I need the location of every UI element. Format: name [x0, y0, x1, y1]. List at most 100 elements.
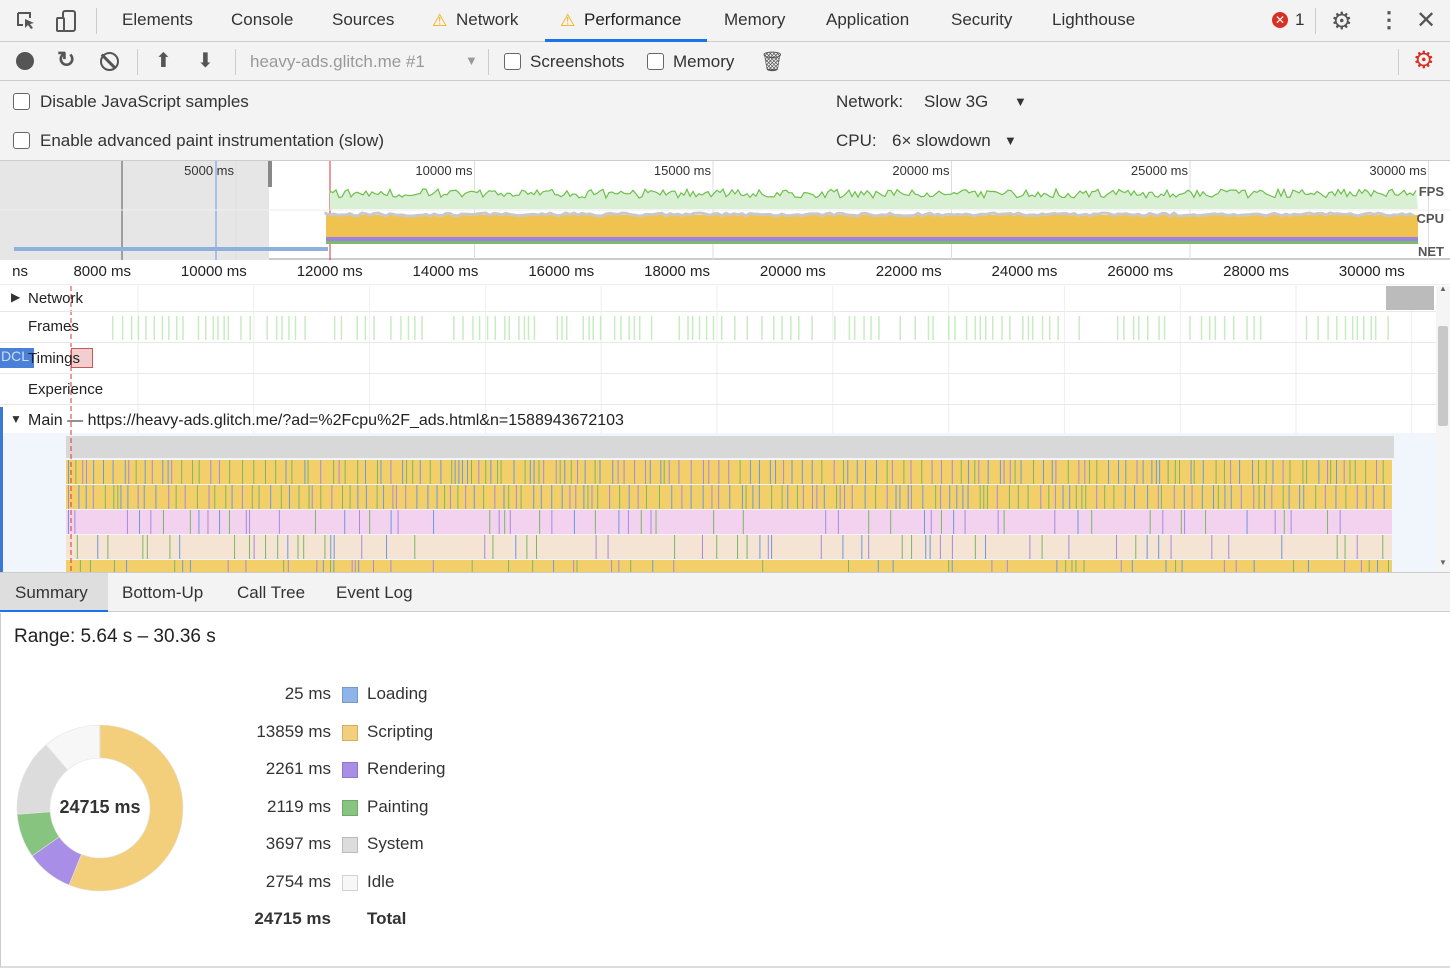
- flame-event: [1289, 485, 1290, 509]
- flame-event: [718, 460, 719, 484]
- capture-settings-pane: Disable JavaScript samples Enable advanc…: [0, 81, 1450, 161]
- flame-event: [759, 460, 760, 484]
- flame-event: [1085, 485, 1086, 509]
- flame-event: [152, 460, 153, 484]
- flame-event: [893, 560, 894, 572]
- flame-event: [899, 485, 900, 509]
- screenshots-label: Screenshots: [530, 52, 625, 72]
- tab-event-log[interactable]: Event Log: [336, 583, 413, 603]
- device-toolbar-icon[interactable]: [55, 9, 77, 33]
- flame-event: [1091, 510, 1092, 534]
- experience-track[interactable]: Experience: [0, 374, 1436, 405]
- flame-event: [462, 460, 463, 484]
- flame-event: [1355, 460, 1356, 484]
- tab-performance[interactable]: Performance: [584, 10, 681, 30]
- inspect-element-icon[interactable]: [16, 11, 36, 31]
- vertical-scrollbar[interactable]: ▲ ▼: [1436, 286, 1450, 572]
- flame-event: [1271, 485, 1272, 509]
- flame-event: [1252, 460, 1253, 484]
- flame-event: [345, 460, 346, 484]
- frames-track[interactable]: Frames: [0, 312, 1436, 343]
- legend-swatch: [342, 800, 358, 816]
- flame-event: [1089, 460, 1090, 484]
- flame-event: [759, 485, 760, 509]
- flame-event: [952, 460, 953, 484]
- tab-security[interactable]: Security: [951, 10, 1012, 30]
- overview-tick: 25000 ms: [1120, 163, 1188, 178]
- flame-event: [887, 485, 888, 509]
- flame-event: [1043, 460, 1044, 484]
- collapse-triangle-icon[interactable]: ▼: [10, 412, 22, 426]
- scrollbar-thumb[interactable]: [1438, 326, 1448, 426]
- paint-instrumentation-checkbox[interactable]: [13, 132, 30, 149]
- disable-js-samples-checkbox[interactable]: [13, 93, 30, 110]
- flame-event: [1184, 510, 1185, 534]
- reload-record-icon[interactable]: ↻: [57, 47, 75, 73]
- expand-triangle-icon[interactable]: ▶: [11, 290, 20, 304]
- flame-event: [1179, 460, 1180, 484]
- flame-row: [66, 560, 1392, 572]
- trash-icon[interactable]: 🗑: [760, 50, 784, 74]
- flame-event: [1076, 485, 1077, 509]
- flame-event: [287, 535, 288, 559]
- overview-tick: 5000 ms: [166, 163, 234, 178]
- screenshots-checkbox[interactable]: [504, 53, 521, 70]
- tab-sources[interactable]: Sources: [332, 10, 394, 30]
- flame-event: [390, 460, 391, 484]
- tab-memory[interactable]: Memory: [724, 10, 785, 30]
- cpu-throttle-select[interactable]: 6× slowdown: [892, 131, 991, 151]
- network-throttle-select[interactable]: Slow 3G: [924, 92, 988, 112]
- main-track-header[interactable]: ▼ Main — https://heavy-ads.glitch.me/?ad…: [0, 405, 1436, 433]
- profile-select[interactable]: heavy-ads.glitch.me #1: [250, 52, 425, 72]
- flame-event: [323, 560, 324, 572]
- flame-event: [1065, 560, 1066, 572]
- chevron-down-icon[interactable]: ▼: [1004, 133, 1017, 148]
- tab-bottom-up[interactable]: Bottom-Up: [122, 583, 203, 603]
- capture-settings-gear-icon[interactable]: ⚙: [1413, 46, 1435, 75]
- save-profile-icon[interactable]: ⬇: [197, 48, 214, 73]
- memory-checkbox[interactable]: [647, 53, 664, 70]
- more-options-icon[interactable]: ⋮: [1378, 7, 1400, 33]
- flame-event: [497, 460, 498, 484]
- flame-event: [533, 485, 534, 509]
- flame-event: [1236, 560, 1237, 572]
- flame-event: [931, 510, 932, 534]
- chevron-down-icon[interactable]: ▼: [465, 53, 478, 68]
- flame-event: [339, 460, 340, 484]
- clear-icon[interactable]: [100, 52, 119, 71]
- timings-track[interactable]: DCL Timings: [0, 343, 1436, 374]
- flame-event: [1042, 535, 1043, 559]
- flame-event: [847, 460, 848, 484]
- close-icon[interactable]: ✕: [1416, 6, 1436, 35]
- tab-console[interactable]: Console: [231, 10, 293, 30]
- settings-gear-icon[interactable]: ⚙: [1331, 7, 1353, 36]
- flame-event: [342, 485, 343, 509]
- error-count[interactable]: 1: [1295, 10, 1304, 30]
- tab-call-tree[interactable]: Call Tree: [237, 583, 305, 603]
- tab-summary[interactable]: Summary: [15, 583, 88, 603]
- flame-event: [771, 535, 772, 559]
- flame-event: [771, 485, 772, 509]
- timeline-overview[interactable]: 5000 ms 10000 ms 15000 ms 20000 ms 25000 ms 3…: [0, 161, 1450, 260]
- flame-event: [953, 510, 954, 534]
- error-icon[interactable]: ✕: [1272, 12, 1288, 28]
- record-icon[interactable]: [16, 52, 34, 70]
- load-profile-icon[interactable]: ⬆: [155, 48, 172, 73]
- flame-event: [595, 510, 596, 534]
- chevron-down-icon[interactable]: ▼: [1014, 94, 1027, 109]
- flame-event: [144, 485, 145, 509]
- legend-total-row: 24715 ms Total: [201, 909, 501, 933]
- flame-chart[interactable]: ▶ Network Frames DCL Timings Experience …: [0, 286, 1450, 572]
- flame-event: [534, 460, 535, 484]
- tab-application[interactable]: Application: [826, 10, 909, 30]
- flame-event: [1040, 485, 1041, 509]
- flame-event: [1337, 535, 1338, 559]
- legend-swatch: [342, 687, 358, 703]
- flame-event: [787, 485, 788, 509]
- network-track[interactable]: ▶ Network: [0, 286, 1436, 312]
- flame-event: [249, 510, 250, 534]
- flame-event: [299, 485, 300, 509]
- tab-lighthouse[interactable]: Lighthouse: [1052, 10, 1135, 30]
- tab-network[interactable]: Network: [456, 10, 518, 30]
- tab-elements[interactable]: Elements: [122, 10, 193, 30]
